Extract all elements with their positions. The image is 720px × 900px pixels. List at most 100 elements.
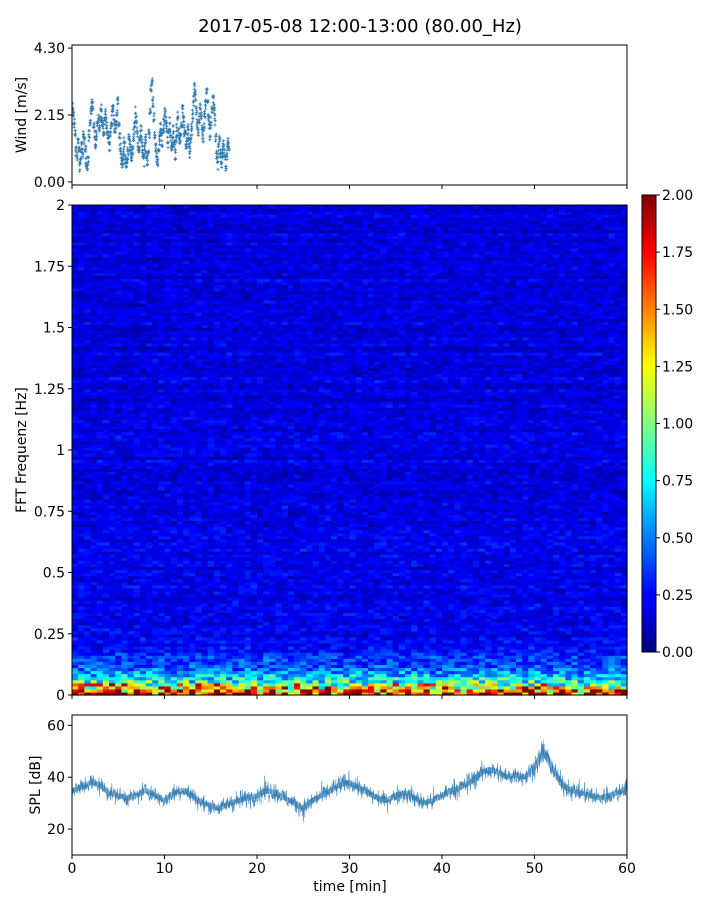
wind-point — [107, 141, 111, 144]
wind-point — [181, 111, 185, 115]
wind-point — [195, 109, 199, 113]
wind-point — [194, 112, 198, 116]
wind-panel: 0.002.154.30 Wind [m/s] — [14, 41, 628, 191]
wind-point — [88, 123, 92, 127]
wind-point — [104, 118, 108, 122]
wind-point — [211, 101, 215, 105]
wind-point — [83, 136, 87, 140]
wind-point — [109, 123, 113, 127]
wind-point — [104, 110, 107, 114]
wind-point — [224, 165, 228, 168]
wind-point — [83, 147, 87, 151]
wind-point — [82, 142, 86, 146]
wind-point — [85, 167, 89, 171]
wind-point — [132, 135, 136, 139]
wind-point — [210, 110, 214, 114]
wind-point — [160, 139, 164, 143]
wind-point — [101, 126, 105, 130]
wind-point — [82, 139, 86, 143]
wind-point — [122, 136, 126, 140]
wind-point — [96, 121, 100, 125]
wind-point — [104, 113, 108, 117]
wind-y-tick-label: 4.30 — [34, 41, 65, 57]
wind-point — [89, 111, 93, 115]
wind-point — [81, 130, 85, 133]
wind-point — [146, 159, 149, 163]
wind-point — [91, 105, 95, 109]
wind-point — [186, 125, 190, 129]
wind-point — [158, 139, 162, 143]
wind-point — [168, 116, 172, 120]
wind-y-axis-label: Wind [m/s] — [14, 77, 30, 153]
wind-point — [111, 103, 115, 107]
wind-point — [113, 128, 117, 132]
wind-point — [106, 136, 110, 140]
wind-point — [76, 137, 80, 141]
wind-point — [203, 111, 207, 115]
wind-point — [172, 130, 176, 134]
wind-point — [78, 168, 82, 172]
wind-point — [148, 136, 151, 140]
wind-point — [226, 136, 230, 140]
wind-point — [163, 112, 167, 116]
wind-point — [72, 114, 76, 118]
wind-point — [94, 134, 98, 138]
wind-point — [166, 146, 170, 149]
wind-point — [72, 125, 76, 129]
wind-point — [91, 125, 95, 129]
wind-point — [195, 123, 199, 127]
wind-point — [79, 141, 83, 145]
wind-point — [105, 120, 109, 124]
wind-point — [202, 122, 206, 126]
wind-point — [107, 149, 111, 153]
wind-point — [222, 139, 226, 143]
wind-point — [208, 138, 212, 142]
wind-point — [151, 102, 155, 106]
wind-point — [187, 128, 190, 132]
wind-point — [105, 132, 109, 136]
wind-point — [175, 122, 179, 126]
wind-point — [75, 156, 79, 160]
wind-point — [102, 131, 106, 135]
wind-point — [103, 122, 107, 126]
wind-point — [87, 156, 90, 160]
spectrogram-cells — [72, 205, 628, 696]
wind-point — [77, 146, 81, 150]
wind-point — [181, 104, 184, 108]
wind-point — [213, 119, 217, 123]
wind-point — [153, 131, 157, 134]
wind-point — [74, 145, 78, 149]
wind-point — [72, 123, 76, 126]
wind-point — [176, 110, 180, 114]
wind-point — [133, 105, 137, 109]
wind-point — [86, 162, 90, 166]
wind-point — [108, 134, 112, 138]
wind-point — [81, 155, 85, 159]
wind-point — [78, 150, 82, 154]
wind-point — [87, 133, 91, 137]
wind-point — [152, 111, 156, 115]
wind-point — [90, 108, 94, 112]
wind-point — [109, 126, 113, 130]
wind-point — [122, 147, 126, 151]
wind-scatter-points — [72, 77, 231, 173]
wind-point — [224, 169, 228, 172]
figure-title: 2017-05-08 12:00-13:00 (80.00_Hz) — [198, 16, 522, 37]
wind-point — [201, 140, 205, 144]
wind-y-ticks: 0.002.154.30 — [34, 41, 72, 191]
wind-point — [88, 118, 92, 122]
wind-point — [99, 103, 103, 107]
wind-point — [217, 142, 221, 146]
wind-point — [80, 150, 84, 154]
wind-point — [99, 107, 103, 111]
wind-point — [96, 113, 100, 117]
wind-point — [186, 131, 190, 135]
wind-point — [152, 117, 156, 121]
wind-point — [201, 137, 205, 141]
wind-point — [225, 158, 229, 161]
wind-point — [93, 136, 97, 139]
wind-point — [74, 149, 78, 153]
wind-point — [101, 125, 105, 129]
wind-point — [79, 161, 82, 165]
